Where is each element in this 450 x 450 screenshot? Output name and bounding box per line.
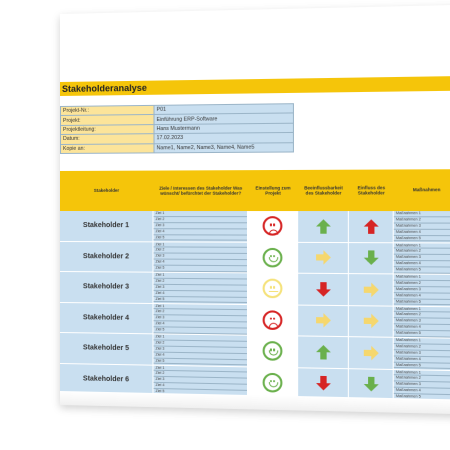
influence-cell[interactable] bbox=[349, 306, 394, 337]
measure-cell[interactable]: Maßnahmen 5 bbox=[394, 362, 450, 369]
measures-cell: Maßnahmen 1 Maßnahmen 2 Maßnahmen 3 Maßnahm… bbox=[394, 211, 450, 242]
measures-cell: Maßnahmen 1 Maßnahmen 2 Maßnahmen 3 Maßnahm… bbox=[394, 370, 450, 402]
happy-face-icon bbox=[263, 341, 283, 361]
goal-cell[interactable]: Ziel 5 bbox=[154, 297, 247, 304]
info-value[interactable]: Name1, Name2, Name3, Name4, Name5 bbox=[154, 142, 293, 153]
influenceability-cell[interactable] bbox=[298, 211, 349, 242]
title-bar: Stakeholderanalyse bbox=[60, 76, 450, 96]
header-influenceability: Beeinflussbarkeit des Stakeholder bbox=[298, 170, 349, 211]
table-row: Stakeholder 2 Ziel 1 Ziel 2 Ziel 3 Ziel 4 Zie… bbox=[60, 242, 450, 275]
header-influence: Einfluss des Stakeholder bbox=[349, 169, 394, 211]
neutral-face-icon bbox=[263, 279, 283, 299]
table-header: Stakeholder Ziele / Interessen des Stake… bbox=[60, 169, 450, 211]
arrow-up-icon bbox=[314, 218, 331, 235]
influenceability-cell[interactable] bbox=[298, 336, 349, 367]
arrow-down-icon bbox=[362, 376, 379, 393]
table-row: Stakeholder 3 Ziel 1 Ziel 2 Ziel 3 Ziel 4 Zie… bbox=[60, 272, 450, 307]
info-row: Kopie an: Name1, Name2, Name3, Name4, Na… bbox=[60, 141, 450, 153]
attitude-cell[interactable] bbox=[248, 242, 298, 273]
project-info-table: Projekt-Nr.: P01 Projekt: Einführung ERP… bbox=[60, 101, 450, 154]
influence-cell[interactable] bbox=[349, 243, 394, 274]
influenceability-cell[interactable] bbox=[298, 305, 349, 336]
arrow-down-icon bbox=[314, 375, 331, 392]
table-row: Stakeholder 1 Ziel 1 Ziel 2 Ziel 3 Ziel 4 Zie… bbox=[60, 211, 450, 243]
arrow-down-icon bbox=[314, 281, 331, 298]
arrow-right-icon bbox=[314, 312, 331, 329]
happy-face-icon bbox=[263, 373, 283, 393]
header-goals: Ziele / Interessen des Stakeholder Was w… bbox=[154, 170, 249, 211]
measure-cell[interactable]: Maßnahmen 5 bbox=[394, 267, 450, 274]
goal-cell[interactable]: Ziel 5 bbox=[154, 235, 247, 241]
goals-cell: Ziel 1 Ziel 2 Ziel 3 Ziel 4 Ziel 5 bbox=[154, 334, 249, 366]
arrow-right-icon bbox=[314, 249, 331, 266]
measures-cell: Maßnahmen 1 Maßnahmen 2 Maßnahmen 3 Maßnahm… bbox=[394, 306, 450, 338]
attitude-cell[interactable] bbox=[248, 336, 298, 367]
sad-face-icon bbox=[263, 216, 283, 236]
measures-cell: Maßnahmen 1 Maßnahmen 2 Maßnahmen 3 Maßnahm… bbox=[394, 338, 450, 370]
influenceability-cell[interactable] bbox=[298, 274, 349, 305]
influence-cell[interactable] bbox=[349, 274, 394, 305]
stakeholder-name: Stakeholder 1 bbox=[60, 211, 154, 241]
measure-cell[interactable]: Maßnahmen 5 bbox=[394, 331, 450, 338]
spreadsheet-page: Stakeholderanalyse Projekt-Nr.: P01 Proj… bbox=[60, 5, 450, 414]
stakeholder-name: Stakeholder 5 bbox=[60, 333, 154, 364]
influence-cell[interactable] bbox=[349, 211, 394, 242]
goals-cell: Ziel 1 Ziel 2 Ziel 3 Ziel 4 Ziel 5 bbox=[154, 242, 249, 273]
stakeholder-name: Stakeholder 4 bbox=[60, 303, 154, 334]
goal-cell[interactable]: Ziel 5 bbox=[154, 266, 247, 273]
info-pad bbox=[293, 141, 450, 152]
stakeholder-name: Stakeholder 3 bbox=[60, 272, 154, 303]
goals-cell: Ziel 1 Ziel 2 Ziel 3 Ziel 4 Ziel 5 bbox=[154, 365, 249, 397]
attitude-cell[interactable] bbox=[248, 273, 298, 304]
arrow-right-icon bbox=[362, 313, 379, 330]
measure-cell[interactable]: Maßnahmen 5 bbox=[394, 236, 450, 242]
measures-cell: Maßnahmen 1 Maßnahmen 2 Maßnahmen 3 Maßnahm… bbox=[394, 274, 450, 305]
info-label: Kopie an: bbox=[60, 143, 154, 153]
measures-cell: Maßnahmen 1 Maßnahmen 2 Maßnahmen 3 Maßnahm… bbox=[394, 243, 450, 274]
influence-cell[interactable] bbox=[349, 369, 394, 400]
arrow-right-icon bbox=[362, 281, 379, 298]
attitude-cell[interactable] bbox=[248, 367, 298, 398]
arrow-down-icon bbox=[362, 250, 379, 267]
influence-cell[interactable] bbox=[349, 337, 394, 368]
arrow-up-icon bbox=[314, 344, 331, 361]
attitude-cell[interactable] bbox=[248, 211, 298, 241]
arrow-up-icon bbox=[362, 218, 379, 235]
goal-cell[interactable]: Ziel 5 bbox=[154, 327, 247, 334]
sad-face-icon bbox=[263, 310, 283, 330]
measure-cell[interactable]: Maßnahmen 5 bbox=[394, 299, 450, 306]
goals-cell: Ziel 1 Ziel 2 Ziel 3 Ziel 4 Ziel 5 bbox=[154, 211, 249, 241]
attitude-cell[interactable] bbox=[248, 305, 298, 336]
header-stakeholder: Stakeholder bbox=[60, 171, 154, 211]
header-attitude: Einstellung zum Projekt bbox=[248, 170, 298, 211]
header-measures: Maßnahmen bbox=[394, 169, 450, 211]
page-title: Stakeholderanalyse bbox=[62, 81, 147, 96]
stakeholder-rows: Stakeholder 1 Ziel 1 Ziel 2 Ziel 3 Ziel 4 Zie… bbox=[60, 211, 450, 403]
goals-cell: Ziel 1 Ziel 2 Ziel 3 Ziel 4 Ziel 5 bbox=[154, 273, 249, 304]
happy-face-icon bbox=[263, 248, 283, 268]
arrow-right-icon bbox=[362, 344, 379, 361]
stakeholder-name: Stakeholder 6 bbox=[60, 364, 154, 396]
influenceability-cell[interactable] bbox=[298, 368, 349, 399]
influenceability-cell[interactable] bbox=[298, 242, 349, 273]
goals-cell: Ziel 1 Ziel 2 Ziel 3 Ziel 4 Ziel 5 bbox=[154, 304, 249, 335]
stakeholder-name: Stakeholder 2 bbox=[60, 242, 154, 272]
